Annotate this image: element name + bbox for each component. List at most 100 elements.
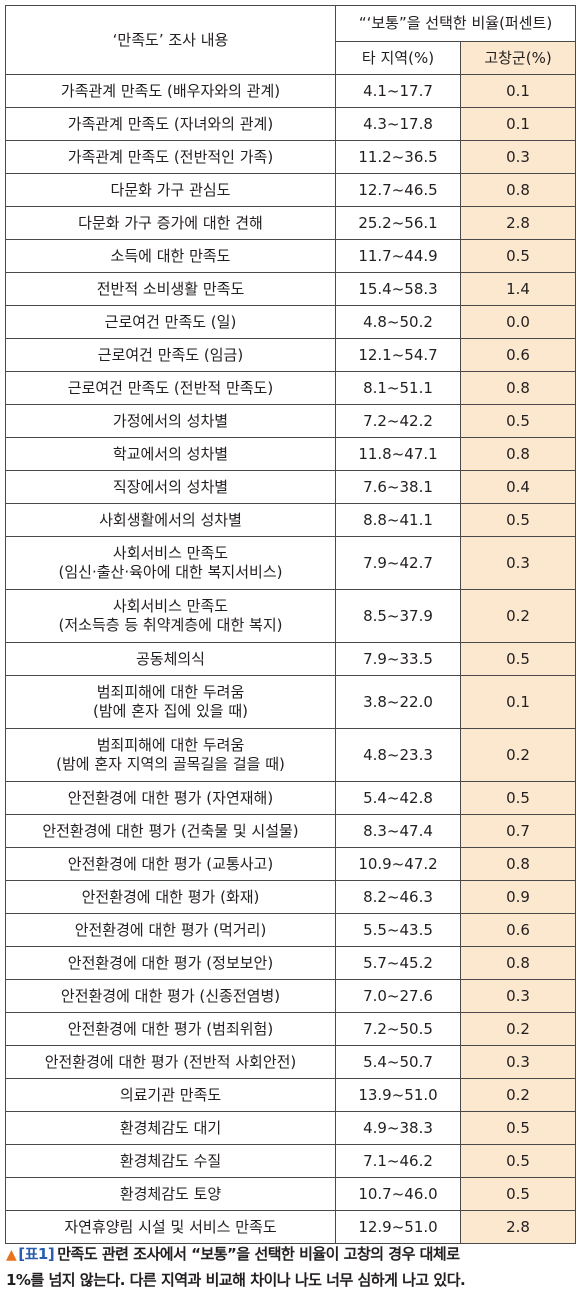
table-row: 가족관계 만족도 (배우자와의 관계) 4.1~17.7 0.1 [5, 74, 577, 108]
cell-other-regions: 8.1~51.1 [335, 371, 461, 405]
cell-other-regions: 4.9~38.3 [335, 1111, 461, 1145]
cell-item: 안전환경에 대한 평가 (정보보안) [5, 946, 336, 980]
cell-item: 전반적 소비생활 만족도 [5, 272, 336, 306]
table-row: 근로여건 만족도 (일) 4.8~50.2 0.0 [5, 305, 577, 339]
cell-other-regions: 5.4~42.8 [335, 781, 461, 815]
cell-gochang: 0.5 [459, 1144, 577, 1178]
cell-other-regions: 5.4~50.7 [335, 1045, 461, 1079]
cell-gochang: 0.1 [459, 74, 577, 108]
item-text-line: 안전환경에 대한 평가 (범죄위험) [67, 1019, 274, 1038]
item-text-line: 가족관계 만족도 (배우자와의 관계) [60, 81, 281, 100]
cell-gochang: 0.1 [459, 675, 577, 729]
cell-other-regions: 11.2~36.5 [335, 140, 461, 174]
item-text-line: 사회서비스 만족도 [112, 597, 229, 615]
cell-gochang: 0.8 [459, 173, 577, 207]
cell-other-regions: 12.1~54.7 [335, 338, 461, 372]
item-text-line: 근로여건 만족도 (일) [104, 312, 237, 331]
item-text-line: 의료기관 만족도 [119, 1085, 222, 1104]
cell-gochang: 0.9 [459, 880, 577, 914]
table-row: 안전환경에 대한 평가 (정보보안) 5.7~45.2 0.8 [5, 946, 577, 980]
table-row: 직장에서의 성차별 7.6~38.1 0.4 [5, 470, 577, 504]
cell-gochang: 0.7 [459, 814, 577, 848]
cell-gochang: 0.2 [459, 1078, 577, 1112]
item-text-line: (저소득층 등 취약계층에 대한 복지) [58, 616, 283, 634]
table-row: 가족관계 만족도 (자녀와의 관계) 4.3~17.8 0.1 [5, 107, 577, 141]
cell-gochang: 0.5 [459, 1177, 577, 1211]
caption-line-2: 1%를 넘지 않는다. 다른 지역과 비교해 차이나 나도 너무 심하게 나고 … [6, 1271, 466, 1289]
header-other-regions: 타 지역(%) [335, 41, 461, 75]
item-text-line: 안전환경에 대한 평가 (먹거리) [74, 920, 267, 939]
table-row: 안전환경에 대한 평가 (교통사고) 10.9~47.2 0.8 [5, 847, 577, 881]
table-row: 안전환경에 대한 평가 (범죄위험) 7.2~50.5 0.2 [5, 1012, 577, 1046]
cell-other-regions: 5.5~43.5 [335, 913, 461, 947]
cell-other-regions: 25.2~56.1 [335, 206, 461, 240]
satisfaction-table: ‘만족도’ 조사 내용 “‘보통”을 선택한 비율(퍼센트) 타 지역(%) 고… [5, 5, 577, 1244]
cell-other-regions: 4.3~17.8 [335, 107, 461, 141]
cell-other-regions: 8.8~41.1 [335, 503, 461, 537]
item-text-line: 전반적 소비생활 만족도 [96, 279, 245, 298]
item-text-line: 안전환경에 대한 평가 (화재) [81, 887, 260, 906]
item-text-line: 근로여건 만족도 (전반적 만족도) [67, 378, 274, 397]
cell-item: 소득에 대한 만족도 [5, 239, 336, 273]
cell-item: 사회생활에서의 성차별 [5, 503, 336, 537]
cell-gochang: 0.1 [459, 107, 577, 141]
cell-gochang: 0.2 [459, 1012, 577, 1046]
cell-item: 범죄피해에 대한 두려움 (밤에 혼자 지역의 골목길을 걸을 때) [5, 728, 336, 782]
cell-gochang: 0.5 [459, 1111, 577, 1145]
cell-item: 근로여건 만족도 (전반적 만족도) [5, 371, 336, 405]
cell-item: 자연휴양림 시설 및 서비스 만족도 [5, 1210, 336, 1244]
cell-other-regions: 7.9~42.7 [335, 536, 461, 590]
cell-item: 안전환경에 대한 평가 (전반적 사회안전) [5, 1045, 336, 1079]
cell-gochang: 0.6 [459, 913, 577, 947]
cell-gochang: 0.4 [459, 470, 577, 504]
header-item: ‘만족도’ 조사 내용 [5, 5, 336, 75]
table-row: 사회서비스 만족도 (저소득층 등 취약계층에 대한 복지) 8.5~37.9 0.2 [5, 589, 577, 643]
item-text-line: 가족관계 만족도 (전반적인 가족) [67, 147, 274, 166]
table-row: 환경체감도 수질 7.1~46.2 0.5 [5, 1144, 577, 1178]
item-text-line: 사회생활에서의 성차별 [99, 510, 242, 529]
table-row: 학교에서의 성차별 11.8~47.1 0.8 [5, 437, 577, 471]
cell-gochang: 0.8 [459, 946, 577, 980]
cell-other-regions: 7.2~50.5 [335, 1012, 461, 1046]
cell-item: 가정에서의 성차별 [5, 404, 336, 438]
item-text-line: 직장에서의 성차별 [112, 477, 229, 496]
cell-item: 범죄피해에 대한 두려움 (밤에 혼자 집에 있을 때) [5, 675, 336, 729]
item-text-line: 다문화 가구 관심도 [110, 180, 231, 199]
cell-item: 안전환경에 대한 평가 (건축물 및 시설물) [5, 814, 336, 848]
table-row: 다문화 가구 관심도 12.7~46.5 0.8 [5, 173, 577, 207]
table-row: 범죄피해에 대한 두려움 (밤에 혼자 지역의 골목길을 걸을 때) 4.8~23.… [5, 728, 577, 782]
cell-item: 학교에서의 성차별 [5, 437, 336, 471]
cell-item: 안전환경에 대한 평가 (먹거리) [5, 913, 336, 947]
cell-item: 환경체감도 토양 [5, 1177, 336, 1211]
table-row: 환경체감도 대기 4.9~38.3 0.5 [5, 1111, 577, 1145]
cell-item: 안전환경에 대한 평가 (자연재해) [5, 781, 336, 815]
cell-other-regions: 8.2~46.3 [335, 880, 461, 914]
cell-item: 환경체감도 수질 [5, 1144, 336, 1178]
cell-other-regions: 11.7~44.9 [335, 239, 461, 273]
table-row: 의료기관 만족도 13.9~51.0 0.2 [5, 1078, 577, 1112]
cell-other-regions: 13.9~51.0 [335, 1078, 461, 1112]
table-row: 가정에서의 성차별 7.2~42.2 0.5 [5, 404, 577, 438]
table-row: 사회서비스 만족도 (임신·출산·육아에 대한 복지서비스) 7.9~42.7 0.3 [5, 536, 577, 590]
cell-gochang: 0.8 [459, 847, 577, 881]
table-row: 안전환경에 대한 평가 (신종전염병) 7.0~27.6 0.3 [5, 979, 577, 1013]
item-text-line: (임신·출산·육아에 대한 복지서비스) [58, 563, 283, 581]
caption-tag: [표1] [18, 1245, 55, 1263]
table-row: 근로여건 만족도 (임금) 12.1~54.7 0.6 [5, 338, 577, 372]
cell-item: 환경체감도 대기 [5, 1111, 336, 1145]
item-text-line: 소득에 대한 만족도 [110, 246, 231, 265]
cell-other-regions: 7.6~38.1 [335, 470, 461, 504]
table-row: 소득에 대한 만족도 11.7~44.9 0.5 [5, 239, 577, 273]
triangle-marker-icon: ▲ [6, 1247, 17, 1263]
item-text-line: 가족관계 만족도 (자녀와의 관계) [67, 114, 274, 133]
cell-other-regions: 10.7~46.0 [335, 1177, 461, 1211]
cell-other-regions: 4.1~17.7 [335, 74, 461, 108]
cell-other-regions: 12.7~46.5 [335, 173, 461, 207]
caption-line-1: ▲ [표1] 만족도 관련 조사에서 “보통”을 선택한 비율이 고창의 경우 대체… [6, 1242, 574, 1268]
cell-gochang: 0.5 [459, 781, 577, 815]
table-row: 근로여건 만족도 (전반적 만족도) 8.1~51.1 0.8 [5, 371, 577, 405]
table-row: 사회생활에서의 성차별 8.8~41.1 0.5 [5, 503, 577, 537]
cell-item: 안전환경에 대한 평가 (교통사고) [5, 847, 336, 881]
cell-other-regions: 12.9~51.0 [335, 1210, 461, 1244]
table-row: 안전환경에 대한 평가 (화재) 8.2~46.3 0.9 [5, 880, 577, 914]
